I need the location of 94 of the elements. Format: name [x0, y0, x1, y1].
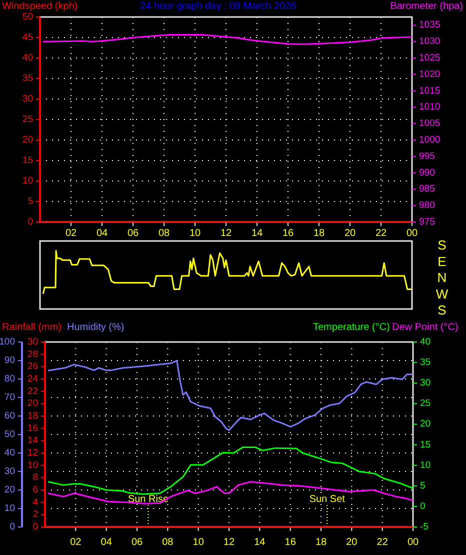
y2-tick-label: 1000 — [419, 134, 440, 146]
y-tick-label: 10 — [22, 176, 33, 186]
y3-tick-label: 24 — [27, 374, 38, 384]
y3-tick-label: 14 — [27, 435, 38, 446]
text: E — [438, 254, 447, 269]
x-tick-label: 00 — [407, 537, 419, 548]
x-tick-label: 06 — [131, 537, 143, 548]
y2-tick-label: 980 — [419, 200, 435, 212]
y2-axis-title: Temperature (°C) — [313, 322, 390, 333]
y-tick-label: 5 — [28, 196, 33, 207]
x-tick-label: 14 — [251, 228, 263, 240]
x-tick-label: 18 — [315, 537, 327, 548]
y-tick-label: 15 — [22, 155, 33, 166]
text: S — [438, 238, 447, 252]
x-tick-label: 10 — [189, 228, 201, 240]
ref-line-label: Sun Set — [309, 494, 346, 505]
y2-tick-label: 1020 — [419, 68, 440, 80]
x-tick-label: 00 — [406, 228, 418, 240]
y3-tick-label: 18 — [27, 410, 38, 422]
y-tick-label: 45 — [22, 32, 33, 43]
x-tick-label: 12 — [223, 537, 235, 548]
y2-tick-label: 40 — [420, 336, 431, 348]
text: S — [438, 302, 447, 318]
y3-tick-label: 2 — [32, 509, 38, 520]
x-tick-label: 20 — [344, 228, 356, 240]
x-tick-label: 06 — [127, 228, 139, 240]
x-tick-label: 16 — [282, 228, 294, 240]
y2-tick-label: 15 — [420, 439, 431, 450]
y-tick-label: 40 — [4, 448, 15, 458]
y2-tick-label: -5 — [420, 522, 428, 532]
y2-tick-label: 985 — [419, 184, 435, 195]
y-tick-label: 50 — [4, 429, 15, 440]
y2-tick-label: 1015 — [419, 85, 440, 96]
y3-tick-label: 28 — [27, 348, 38, 360]
x-tick-label: 18 — [313, 228, 325, 240]
x-tick-label: 02 — [65, 228, 77, 240]
y3-tick-label: 16 — [27, 422, 38, 434]
y2-tick-label: 0 — [420, 500, 426, 512]
y-tick-label: 0 — [10, 522, 15, 532]
y-tick-label: 20 — [22, 134, 33, 146]
y-tick-label: 30 — [22, 94, 33, 104]
x-tick-label: 16 — [284, 537, 296, 548]
text: Dew Point (°C) — [392, 322, 458, 333]
y2-tick-label: 995 — [419, 150, 435, 162]
y2-tick-label: 1010 — [419, 102, 440, 113]
x-tick-label: 08 — [158, 228, 170, 240]
y-tick-label: 10 — [4, 503, 15, 514]
y-tick-label: 70 — [4, 392, 15, 403]
y2-tick-label: 1035 — [419, 20, 440, 31]
y2-tick-label: 5 — [420, 480, 426, 492]
x-tick-label: 12 — [220, 228, 232, 240]
y2-tick-label: 25 — [420, 398, 431, 410]
y2-tick-label: 30 — [420, 378, 431, 389]
x-tick-label: 22 — [376, 537, 388, 548]
y3-tick-label: 4 — [32, 496, 38, 508]
y2-tick-label: 1025 — [419, 52, 440, 64]
x-tick-label: 08 — [162, 537, 174, 548]
y3-tick-label: 6 — [32, 484, 38, 496]
y-tick-label: 40 — [22, 52, 33, 64]
y-tick-label: 25 — [22, 114, 33, 125]
y2-axis-title: Barometer (hpa) — [390, 1, 463, 12]
y-tick-label: 100 — [0, 336, 15, 348]
x-tick-label: 20 — [346, 537, 358, 548]
text: W — [436, 286, 449, 302]
y2-tick-label: 20 — [420, 418, 431, 430]
y2-tick-label: 975 — [419, 216, 435, 228]
y-tick-label: 60 — [4, 410, 15, 422]
y-tick-label: 0 — [28, 216, 33, 228]
y3-axis-title: Rainfall (mm) — [2, 322, 62, 333]
y3-tick-label: 22 — [27, 386, 38, 397]
chart-title: 24 hour graph day : 09 March 2026 — [140, 1, 297, 12]
y-axis-title: Humidity (%) — [67, 322, 124, 333]
y-tick-label: 90 — [4, 355, 15, 366]
y2-tick-label: 1030 — [419, 36, 440, 48]
y2-tick-label: 35 — [420, 357, 431, 368]
y-tick-label: 50 — [22, 12, 33, 22]
y2-tick-label: 990 — [419, 167, 435, 178]
y2-tick-label: 10 — [420, 460, 431, 471]
x-tick-label: 22 — [375, 228, 387, 240]
x-tick-label: 02 — [70, 537, 82, 548]
y-tick-label: 20 — [4, 484, 15, 496]
text: N — [437, 270, 447, 285]
y-tick-label: 30 — [4, 466, 15, 477]
x-tick-label: 04 — [96, 228, 108, 240]
y3-tick-label: 12 — [27, 448, 38, 458]
x-tick-label: 04 — [100, 537, 112, 548]
x-tick-label: 14 — [254, 537, 266, 548]
x-tick-label: 10 — [192, 537, 204, 548]
y-axis-title: Windspeed (kph) — [2, 1, 78, 12]
y3-tick-label: 26 — [27, 361, 38, 372]
y-tick-label: 80 — [4, 374, 15, 384]
y2-tick-label: 1005 — [419, 118, 440, 130]
y3-tick-label: 8 — [32, 472, 38, 484]
y-tick-label: 35 — [22, 73, 33, 84]
